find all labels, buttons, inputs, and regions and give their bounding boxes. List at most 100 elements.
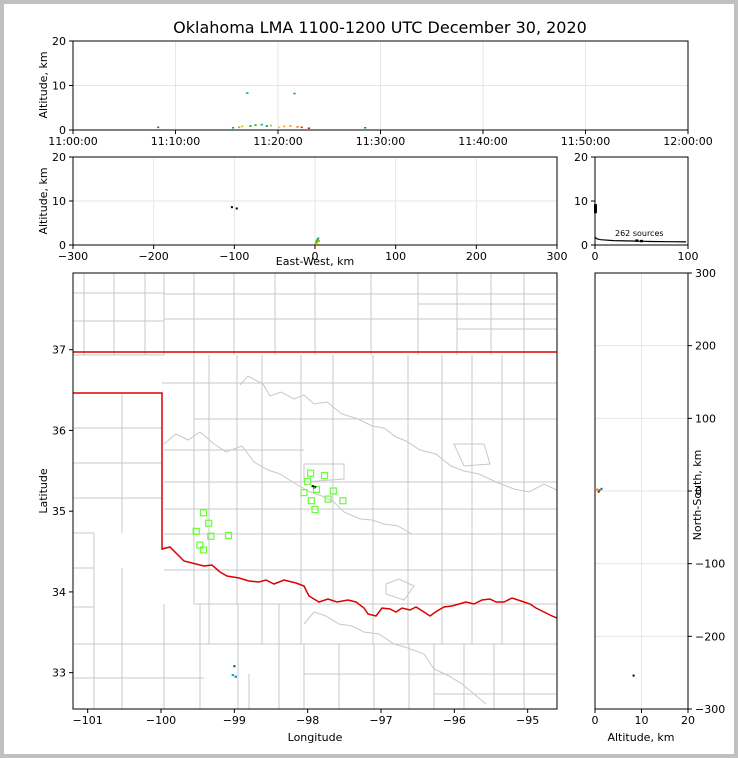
altitude-tick-label: 10	[52, 195, 66, 208]
east-west-tick-label: 0	[312, 250, 319, 263]
lightning-source	[249, 125, 252, 127]
histogram-mark	[593, 206, 597, 209]
time-height-yticks: 0 10 20	[52, 35, 73, 137]
lightning-source	[600, 487, 603, 490]
lightning-source	[238, 126, 241, 129]
north-south-tick-label: 0	[695, 485, 702, 498]
time-height-grid	[72, 40, 689, 131]
east-west-sources	[230, 206, 321, 245]
station-marker	[320, 472, 329, 480]
station-marker	[224, 531, 233, 540]
station-marker	[199, 509, 208, 517]
east-west-tick-label: 100	[385, 250, 406, 263]
station-marker	[329, 487, 337, 495]
altitude-tick-label: 10	[635, 714, 649, 727]
lightning-source	[265, 125, 268, 127]
latitude-tick-label: 33	[52, 667, 66, 680]
count-tick-label: 100	[678, 250, 699, 263]
histogram-marks	[593, 204, 643, 243]
lightning-source	[598, 489, 601, 492]
station-marker	[196, 541, 204, 549]
north-south-sources	[596, 487, 635, 677]
latitude-tick-label: 37	[52, 344, 66, 357]
altitude-tick-label: 10	[52, 80, 66, 93]
north-south-grid	[594, 272, 689, 710]
east-west-tick-label: −100	[219, 250, 249, 263]
plan-view-frame	[72, 272, 558, 710]
lightning-source	[632, 674, 635, 677]
longitude-tick-label: −95	[516, 714, 539, 727]
longitude-tick-label: −99	[223, 714, 246, 727]
histogram-mark	[635, 239, 639, 242]
east-west-altitude-panel: −300 −200 −100 0 100 200 300 0 10 20 Altitude, k…	[37, 151, 568, 268]
lightning-source	[260, 123, 263, 126]
histogram-mark	[593, 210, 597, 214]
histogram-mark	[593, 204, 597, 207]
altitude-tick-label: 0	[59, 124, 66, 137]
north-south-tick-label: −300	[695, 703, 725, 716]
lightning-source	[289, 125, 292, 127]
plan-view-xlabel: Longitude	[288, 731, 343, 744]
east-west-yticks: 0 10 20	[52, 151, 73, 252]
altitude-tick-label: 0	[59, 239, 66, 252]
time-tick-label: 11:20:00	[253, 135, 302, 148]
station-marker	[207, 532, 215, 540]
station-marker	[199, 546, 208, 554]
lightning-source	[269, 124, 273, 127]
lightning-source	[597, 490, 600, 493]
east-west-tick-label: 200	[466, 250, 487, 263]
altitude-tick-label: 0	[581, 239, 588, 252]
time-height-sources	[157, 92, 367, 130]
lightning-source	[311, 485, 314, 488]
station-marker	[324, 495, 332, 503]
altitude-tick-label: 20	[681, 714, 695, 727]
north-south-tick-label: −200	[695, 630, 725, 643]
lightning-source	[231, 674, 235, 677]
lightning-source	[596, 488, 599, 491]
latitude-tick-label: 34	[52, 586, 66, 599]
north-south-tick-label: 100	[695, 412, 716, 425]
lightning-source	[314, 242, 317, 245]
east-west-xticks: −300 −200 −100 0 100 200 300	[58, 245, 568, 263]
histogram-yticks: 0 10 20	[574, 151, 595, 252]
altitude-tick-label: 0	[592, 714, 599, 727]
lightning-source	[234, 675, 237, 678]
lightning-source	[230, 206, 233, 209]
east-west-grid	[72, 156, 558, 246]
east-west-tick-label: 300	[547, 250, 568, 263]
lightning-source	[318, 240, 321, 243]
count-tick-label: 0	[592, 250, 599, 263]
north-south-xlabel: Altitude, km	[607, 731, 674, 744]
longitude-tick-label: −97	[369, 714, 392, 727]
station-marker	[307, 469, 315, 477]
lightning-source	[317, 237, 320, 240]
time-height-panel: 11:00:00 11:10:00 11:20:00 11:30:00 11:40:00…	[37, 35, 713, 148]
longitude-tick-label: −101	[73, 714, 103, 727]
time-tick-label: 11:30:00	[356, 135, 405, 148]
east-west-tick-label: −200	[139, 250, 169, 263]
lightning-source	[296, 126, 299, 128]
time-tick-label: 11:10:00	[151, 135, 200, 148]
station-marker	[205, 519, 213, 527]
lightning-source	[233, 665, 236, 668]
altitude-tick-label: 10	[574, 195, 588, 208]
lightning-source	[307, 127, 310, 130]
lightning-source	[316, 238, 319, 241]
histogram-mark	[593, 208, 597, 211]
time-tick-label: 12:00:00	[663, 135, 712, 148]
plan-view-xticks: −101 −100 −99 −98 −97 −96 −95	[73, 709, 539, 727]
plan-view-sources	[231, 485, 317, 678]
north-south-tick-label: 200	[695, 340, 716, 353]
lightning-source	[231, 126, 235, 129]
north-south-panel: 0 10 20 −300 −200 −100 0 100 200 300 North-South…	[592, 267, 726, 744]
north-south-ylabel: North-South, km	[691, 450, 704, 541]
time-tick-label: 11:50:00	[561, 135, 610, 148]
histogram-mark	[640, 239, 643, 243]
lma-figure: Oklahoma LMA 1100-1200 UTC December 30, …	[37, 18, 726, 744]
north-south-yticks: −300 −200 −100 0 100 200 300	[688, 267, 725, 716]
figure-frame: Oklahoma LMA 1100-1200 UTC December 30, …	[4, 4, 734, 754]
lightning-source	[316, 242, 319, 245]
lma-stations	[192, 469, 347, 554]
lightning-source	[364, 126, 367, 129]
time-tick-label: 11:40:00	[458, 135, 507, 148]
